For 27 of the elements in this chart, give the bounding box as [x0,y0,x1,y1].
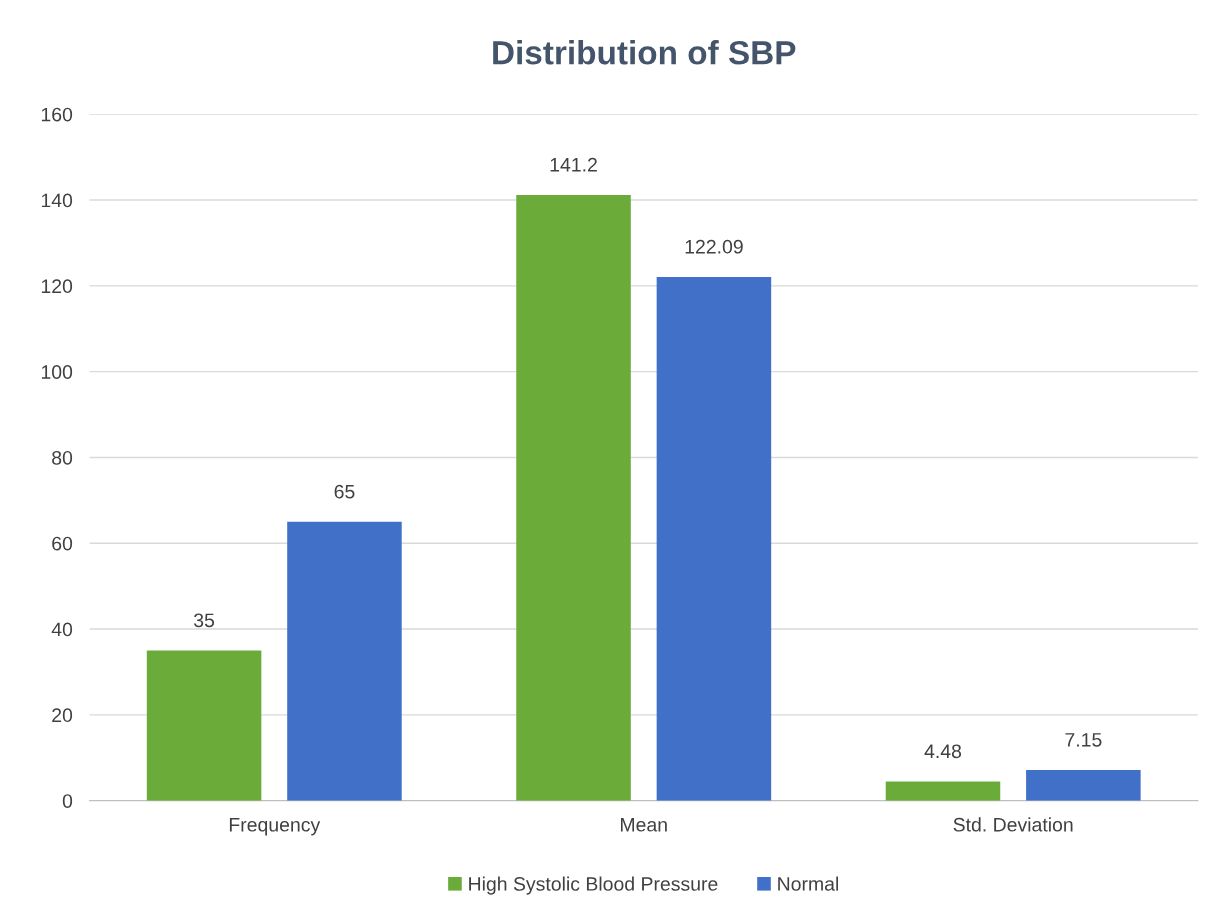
y-tick-label: 60 [52,536,73,551]
legend-label: Normal [778,876,838,891]
y-tick-label: 120 [41,279,73,294]
bar [885,781,1001,801]
chart-title: Distribution of SBP [493,40,796,65]
y-tick-label: 20 [52,708,73,723]
data-label: 7.15 [1065,733,1102,747]
data-label: 65 [334,484,355,499]
bar [516,194,631,801]
bar [146,650,262,801]
data-label: 141.2 [550,157,597,172]
x-tick-label: Mean [621,818,667,832]
x-tick-label: Std. Deviation [953,817,1073,832]
y-tick-label: 40 [51,622,73,637]
bar [287,521,402,801]
y-tick-label: 140 [41,193,73,208]
legend-label: High Systolic Blood Pressure [469,876,718,895]
y-tick-label: 0 [62,794,73,808]
y-tick-label: 100 [41,365,73,379]
y-tick-label: 80 [52,450,73,465]
bar [656,276,772,801]
data-label: 35 [194,613,215,628]
data-label: 122.09 [685,239,743,254]
data-label: 4.48 [924,744,962,759]
bar [1026,769,1141,801]
y-tick-label: 160 [41,107,73,122]
x-tick-label: Frequency [229,818,321,836]
